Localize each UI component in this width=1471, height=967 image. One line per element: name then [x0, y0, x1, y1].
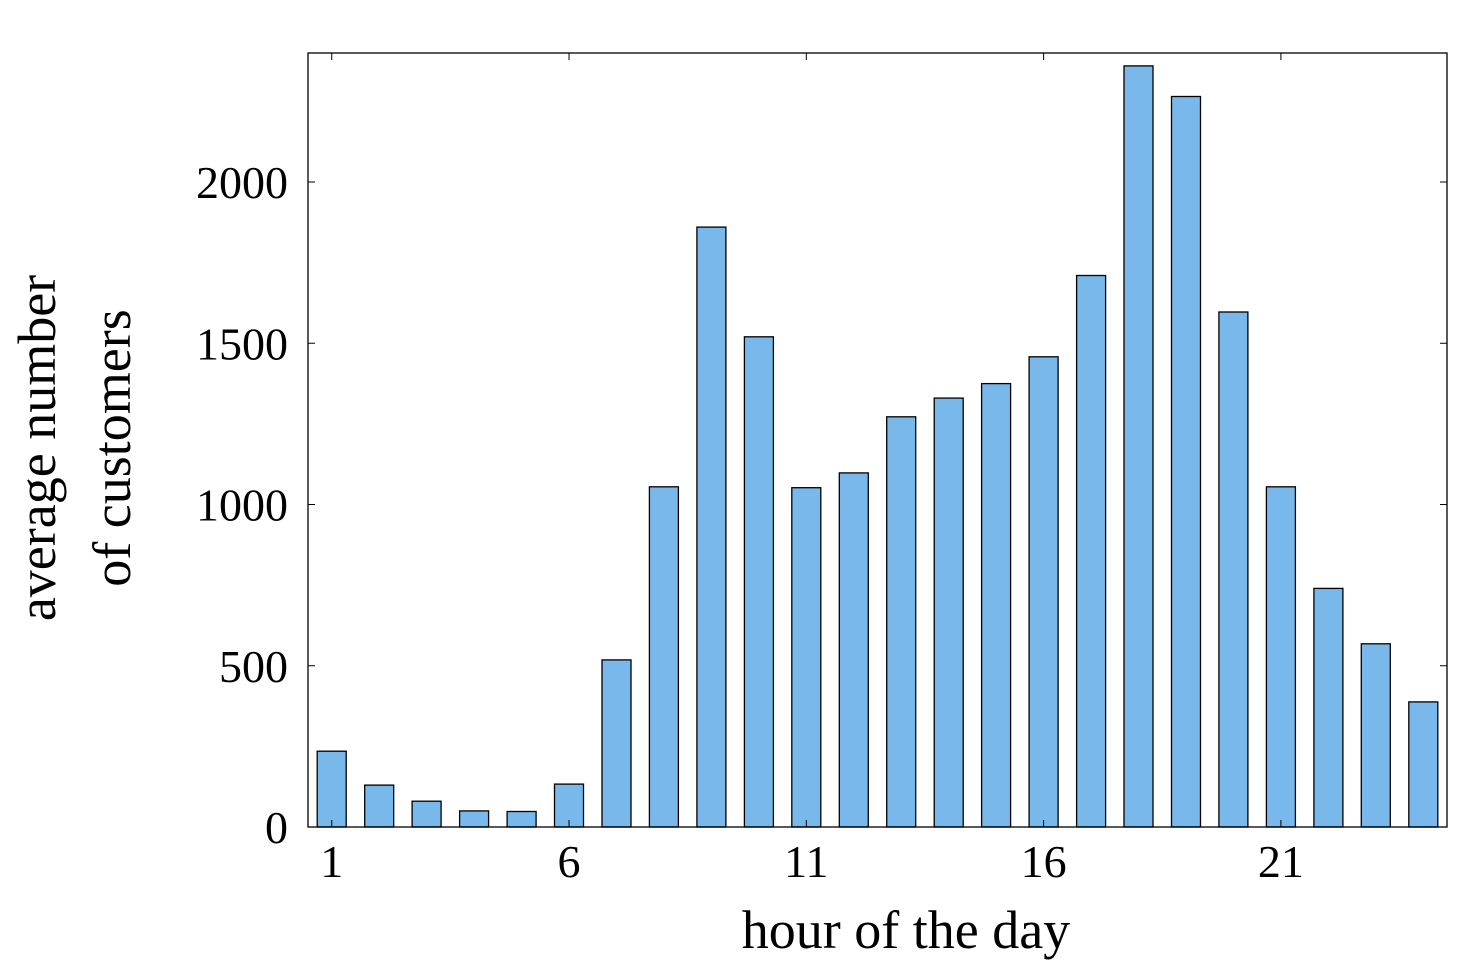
plot-frame	[307, 52, 1448, 828]
bar-hour-3	[411, 800, 442, 828]
bar-hour-24	[1408, 701, 1439, 828]
x-tick-label-21: 21	[1258, 836, 1304, 887]
bar-hour-19	[1170, 95, 1202, 828]
bar-hour-6	[553, 783, 585, 828]
bar-hour-1	[316, 750, 347, 828]
bar-hour-21	[1265, 486, 1297, 828]
bar-hour-11	[791, 487, 822, 828]
bars-group	[316, 65, 1439, 828]
x-tick-label-1: 1	[320, 836, 343, 887]
x-tick-labels: 1 6 11 16 21	[320, 836, 1304, 887]
x-tick-label-16: 16	[1021, 836, 1067, 887]
bar-hour-17	[1075, 274, 1107, 828]
y-tick-label-0: 0	[265, 802, 288, 853]
bar-hour-10	[743, 336, 775, 828]
bar-hour-13	[886, 416, 917, 828]
bar-hour-20	[1218, 311, 1249, 828]
bar-hour-8	[648, 486, 680, 828]
y-tick-label-2000: 2000	[196, 157, 288, 208]
y-axis-label-line-1: average number	[7, 275, 67, 621]
bar-hour-12	[838, 472, 869, 828]
y-tick-label-1500: 1500	[196, 318, 288, 369]
bar-hour-16	[1028, 356, 1059, 828]
y-tick-label-1000: 1000	[196, 480, 288, 531]
bar-hour-23	[1360, 643, 1391, 828]
bar-hour-5	[506, 810, 537, 828]
y-tick-label-500: 500	[219, 641, 288, 692]
bar-hour-9	[696, 226, 727, 828]
y-axis-label-line-2: of customers	[82, 309, 142, 586]
y-tick-labels: 0 500 1000 1500 2000	[196, 157, 288, 853]
bar-hour-2	[364, 784, 395, 828]
bar-hour-22	[1313, 587, 1344, 828]
x-tick-label-6: 6	[558, 836, 581, 887]
bar-hour-7	[601, 659, 632, 828]
y-axis-label: average number of customers	[7, 275, 142, 621]
bar-hour-4	[458, 810, 490, 828]
x-tick-label-11: 11	[784, 836, 828, 887]
bar-hour-18	[1123, 65, 1154, 828]
bar-hour-15	[980, 382, 1012, 828]
bar-hour-14	[933, 397, 964, 828]
x-axis-label: hour of the day	[742, 900, 1070, 960]
